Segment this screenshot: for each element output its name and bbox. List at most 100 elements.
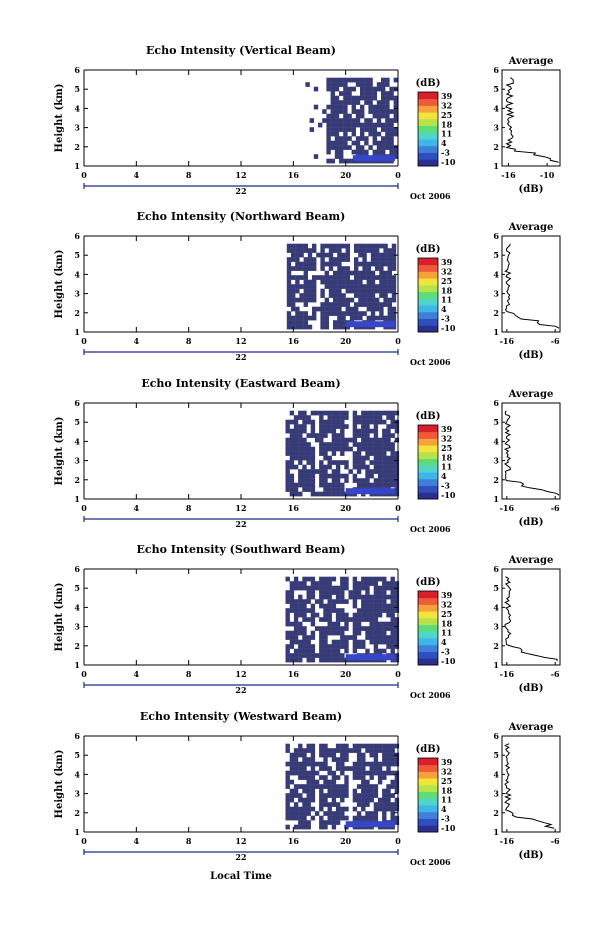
heatmap-cell — [314, 469, 320, 474]
heatmap-cell — [319, 603, 324, 609]
heatmap-cell — [331, 469, 337, 474]
heatmap-cell — [366, 284, 371, 289]
heatmap-cell — [365, 802, 370, 807]
heatmap-cell — [389, 86, 394, 92]
x-tick-label: 20 — [340, 503, 352, 513]
y-tick-label: 4 — [74, 269, 80, 279]
heatmap-cell — [330, 118, 335, 123]
heatmap-cell — [351, 77, 356, 83]
heatmap-cell — [375, 315, 380, 321]
heatmap-cell — [306, 585, 311, 591]
heatmap-cell — [375, 248, 380, 253]
heatmap-cell — [328, 284, 334, 289]
heatmap-cell — [289, 770, 295, 776]
heatmap-cell — [379, 266, 384, 271]
heatmap-cell — [334, 109, 340, 114]
heatmap-cell — [340, 653, 345, 658]
y-tick-label: 3 — [74, 123, 80, 133]
heatmap-cell — [358, 302, 363, 307]
heatmap-cell — [379, 243, 384, 249]
heatmap-cell — [302, 820, 307, 825]
heatmap-cell — [302, 410, 307, 416]
heatmap-cell — [327, 788, 332, 794]
heatmap-cell — [285, 748, 290, 753]
heatmap-cell — [327, 820, 332, 825]
x-tick-label: 16 — [288, 336, 300, 346]
heatmap-cell — [327, 482, 332, 488]
heatmap-cell — [335, 648, 341, 654]
average-y-tick-label: 3 — [493, 289, 499, 299]
x-tick-label: 4 — [134, 669, 140, 679]
heatmap-cell — [345, 248, 350, 253]
heatmap-cell — [385, 91, 390, 96]
heatmap-cell — [310, 594, 316, 600]
heatmap-cell — [337, 302, 342, 307]
x-tick-label: 20 — [340, 336, 352, 346]
heatmap-cell — [387, 257, 392, 262]
colorbar-segment — [418, 98, 438, 106]
heatmap-cell — [375, 288, 380, 294]
heatmap-cell — [390, 630, 395, 636]
heatmap-cell — [340, 576, 345, 582]
heatmap-cell — [285, 743, 290, 749]
heatmap-cell — [347, 122, 352, 128]
heatmap-cell — [361, 766, 366, 771]
heatmap-cell — [394, 437, 400, 443]
heatmap-cell — [302, 585, 307, 591]
y-tick-label: 2 — [74, 308, 80, 318]
colorbar-segment — [418, 644, 438, 652]
heatmap-cell — [394, 460, 400, 465]
heatmap-cell — [382, 630, 387, 636]
heatmap-cell — [298, 621, 303, 627]
heatmap-cell — [373, 793, 379, 798]
heatmap-cell — [289, 599, 295, 604]
heatmap-cell — [352, 815, 358, 821]
heatmap-cell — [340, 748, 345, 753]
heatmap-cell — [376, 86, 382, 92]
heatmap-cell — [386, 424, 391, 429]
heatmap-cell — [390, 446, 395, 452]
heatmap-cell — [365, 635, 370, 640]
heatmap-cell — [390, 608, 395, 613]
heatmap-cell — [356, 621, 362, 627]
heatmap-cell — [361, 644, 366, 649]
heatmap-cell — [382, 815, 387, 821]
heatmap-cell — [323, 482, 328, 488]
heatmap-cell — [373, 460, 379, 465]
heatmap-cell — [293, 433, 299, 438]
colorbar-segment — [418, 271, 438, 279]
colorbar-segment — [418, 478, 438, 486]
heatmap-cell — [312, 266, 317, 271]
heatmap-cell — [316, 275, 321, 280]
heatmap-cell — [362, 302, 367, 307]
heatmap-cell — [349, 284, 355, 289]
colorbar-segment — [418, 311, 438, 319]
heatmap-cell — [373, 743, 379, 749]
heatmap-cell — [352, 770, 358, 776]
heatmap-cell — [335, 806, 341, 812]
heatmap-cell — [310, 460, 316, 465]
heatmap-cell — [373, 464, 379, 470]
heatmap-cell — [354, 284, 359, 289]
heatmap-cell — [390, 815, 395, 821]
heatmap-cell — [302, 766, 307, 771]
heatmap-cell — [377, 469, 383, 474]
heatmap-cell — [340, 626, 345, 631]
average-title: Average — [508, 722, 554, 733]
heatmap-cell — [319, 815, 324, 821]
heatmap-cell — [373, 446, 379, 452]
heatmap-cell — [335, 478, 341, 483]
heatmap-cell — [365, 811, 370, 816]
heatmap-cell — [306, 653, 311, 658]
heatmap-cell — [382, 635, 387, 640]
heatmap-cell — [383, 279, 388, 285]
heatmap-cell — [310, 424, 316, 429]
heatmap-cell — [323, 797, 328, 803]
heatmap-cell — [293, 802, 299, 807]
heatmap-cell — [330, 100, 335, 105]
heatmap-cell — [382, 437, 387, 443]
average-y-tick-label: 1 — [493, 161, 499, 171]
heatmap-cell — [365, 784, 370, 789]
heatmap-cell — [293, 491, 299, 497]
heatmap-cell — [293, 815, 299, 821]
